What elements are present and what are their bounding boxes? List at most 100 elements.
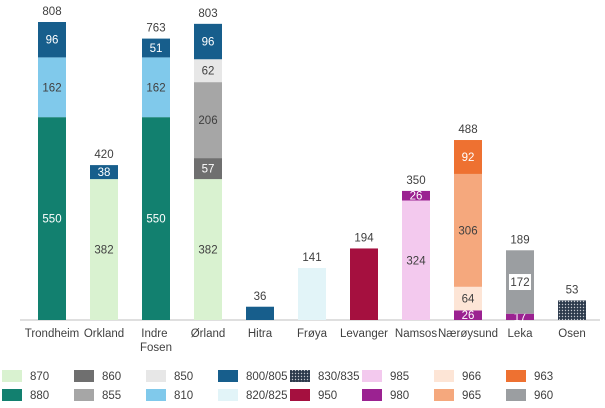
legend-swatch [290,389,310,401]
bar-segment [194,179,222,320]
x-tick-label: Ørland [191,328,226,340]
x-tick-label: Frøya [297,328,328,340]
bar-segment [298,267,326,320]
legend-swatch [218,370,238,382]
x-tick-label: Trondheim [25,328,80,340]
legend-label: 966 [462,371,481,383]
segment-label: 162 [42,82,61,94]
total-label: 141 [302,252,321,264]
bar-segment [142,57,170,118]
segment-label: 162 [146,82,165,94]
bar-segment [194,158,222,180]
total-label: 189 [510,234,529,246]
segment-label: 306 [458,225,477,237]
segment-label: 38 [98,167,111,179]
legend-swatch [434,370,454,382]
x-tick-label: Orkland [84,328,124,340]
total-label: 350 [406,175,425,187]
legend-label: 965 [462,390,481,402]
legend-label: 880 [30,390,49,402]
segment-label: 324 [406,255,426,267]
segment-label: 172 [510,277,529,289]
total-label: 36 [254,291,267,303]
label-box [509,274,531,291]
bar-segment [558,300,586,320]
bar-segment [350,248,378,320]
x-tick-label: Nærøysund [438,328,498,340]
x-tick-label: Indre Fosen [140,328,172,354]
legend-label: 870 [30,371,49,383]
legend-label: 960 [534,390,553,402]
x-tick-label: Osen [558,328,586,340]
bar-segment [142,38,170,58]
legend-label: 810 [174,390,193,402]
x-tick-label: Levanger [340,328,388,340]
legend-swatch [290,370,310,382]
segment-label: 382 [94,245,113,257]
bar-segment [454,140,482,174]
bar-segment [38,57,66,118]
bar-segment [402,190,430,201]
segment-label: 96 [46,35,59,47]
legend-swatch [218,389,238,401]
legend-label: 800/805 [246,371,288,383]
bar-segment [454,173,482,287]
legend-swatch [2,389,22,401]
legend-label: 980 [390,390,409,402]
bar-segment [402,200,430,320]
legend-swatch [74,370,94,382]
bar-segment [194,82,222,159]
segment-label: 62 [202,66,215,78]
legend-swatch [506,389,526,401]
segment-label: 96 [202,37,215,49]
bar-segment [194,23,222,60]
legend-swatch [146,389,166,401]
bar-segment [506,313,534,320]
legend-swatch [146,370,166,382]
segment-label: 57 [202,164,215,176]
bar-segment [454,310,482,320]
bar-segment [454,286,482,311]
legend-swatch [362,370,382,382]
total-label: 803 [198,8,217,20]
legend-swatch [2,370,22,382]
legend-label: 985 [390,371,409,383]
bar-segment [38,117,66,320]
segment-label: 206 [198,115,217,127]
legend-label: 820/825 [246,390,288,402]
total-label: 53 [566,284,579,296]
legend-label: 950 [318,390,337,402]
segment-label: 64 [462,294,475,306]
segment-label: 26 [410,191,423,203]
legend-swatch [74,389,94,401]
segment-label: 382 [198,245,217,257]
segment-label: 550 [146,214,165,226]
segment-label: 92 [462,152,475,164]
total-label: 420 [94,149,113,161]
segment-label: 550 [42,214,61,226]
bar-segment [90,179,118,320]
bar-segment [142,117,170,320]
legend-label: 850 [174,371,193,383]
legend-label: 963 [534,371,553,383]
segment-label: 51 [150,43,163,55]
bar-segment [246,306,274,320]
x-tick-label: Namsos [395,328,437,340]
total-label: 763 [146,23,165,35]
bar-segment [90,165,118,180]
legend-label: 830/835 [318,371,360,383]
segment-label: 17 [514,312,527,324]
legend-swatch [434,389,454,401]
bar-segment [194,59,222,83]
total-label: 808 [42,6,61,18]
legend-swatch [362,389,382,401]
segment-label: 26 [462,310,475,322]
x-tick-label: Leka [508,328,534,340]
x-tick-label: Hitra [248,328,273,340]
total-label: 488 [458,124,477,136]
legend-label: 860 [102,371,121,383]
legend-swatch [506,370,526,382]
bar-segment [38,22,66,58]
total-label: 194 [354,232,374,244]
legend-label: 855 [102,390,121,402]
